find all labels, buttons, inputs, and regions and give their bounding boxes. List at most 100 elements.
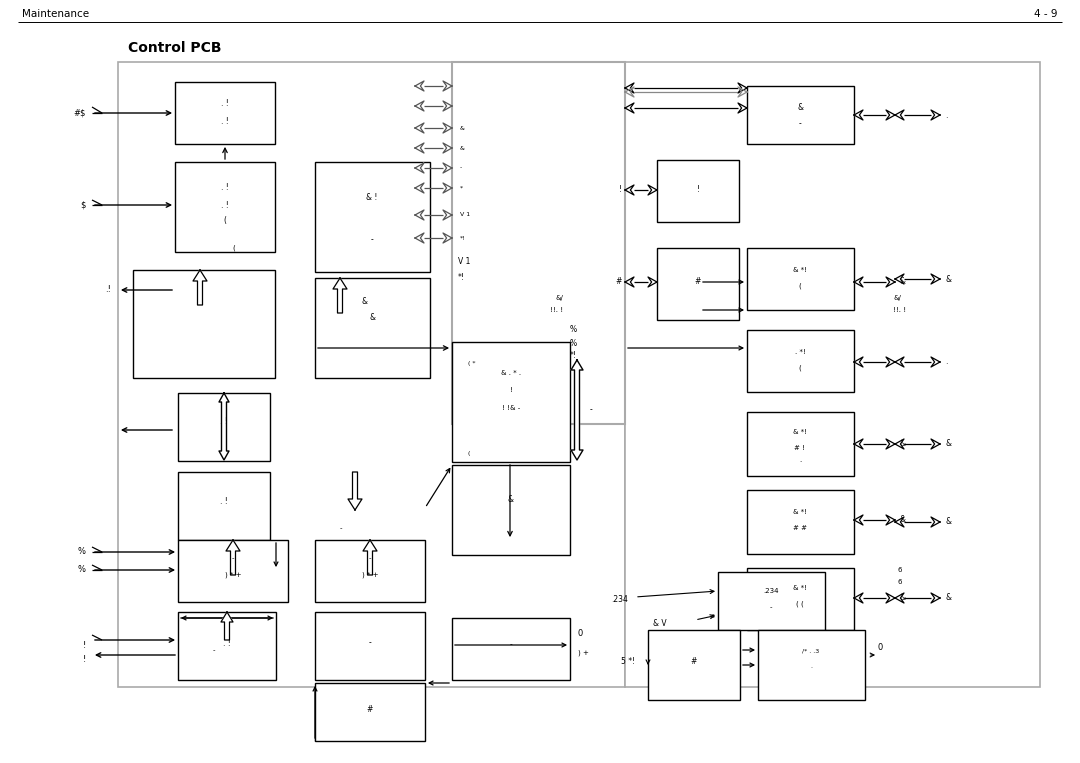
- Text: &: &: [900, 439, 906, 449]
- Polygon shape: [443, 81, 453, 91]
- Polygon shape: [363, 540, 377, 575]
- Text: %: %: [78, 548, 86, 556]
- Polygon shape: [931, 593, 940, 603]
- Bar: [315, 612, 426, 680]
- Bar: [118, 62, 625, 687]
- Text: .234: .234: [764, 588, 779, 594]
- Text: -: -: [340, 525, 342, 531]
- Polygon shape: [648, 277, 657, 287]
- Bar: [657, 160, 739, 222]
- Polygon shape: [738, 103, 747, 113]
- Bar: [315, 540, 426, 602]
- Bar: [178, 472, 270, 540]
- Text: !: !: [83, 655, 86, 665]
- Text: #: #: [367, 706, 374, 714]
- Text: & *!: & *!: [793, 509, 807, 515]
- Text: 0: 0: [878, 643, 883, 652]
- Bar: [453, 342, 570, 462]
- Text: . *!: . *!: [795, 349, 806, 355]
- Text: . !: . !: [220, 497, 228, 507]
- Polygon shape: [443, 183, 453, 193]
- Polygon shape: [886, 357, 895, 367]
- Text: -: -: [460, 166, 462, 170]
- Polygon shape: [415, 101, 424, 111]
- Text: #: #: [694, 278, 701, 286]
- Bar: [747, 412, 854, 476]
- Polygon shape: [443, 233, 453, 243]
- Text: . !: . !: [221, 183, 229, 192]
- Polygon shape: [854, 357, 863, 367]
- Polygon shape: [415, 123, 424, 133]
- Bar: [453, 618, 570, 680]
- Text: ( (: ( (: [796, 600, 804, 607]
- Polygon shape: [625, 83, 634, 93]
- Text: &: &: [797, 102, 804, 111]
- Polygon shape: [895, 274, 904, 284]
- Text: & !: & !: [366, 192, 378, 201]
- Text: ) * +: ) * +: [225, 571, 241, 578]
- Text: & *!: & *!: [793, 429, 807, 435]
- Text: &: &: [900, 516, 906, 524]
- Text: -: -: [798, 120, 801, 128]
- Polygon shape: [886, 593, 895, 603]
- Text: &/: &/: [555, 295, 563, 301]
- Text: &: &: [508, 495, 514, 504]
- Bar: [747, 568, 854, 630]
- Polygon shape: [415, 163, 424, 173]
- Bar: [315, 162, 430, 272]
- Bar: [453, 465, 570, 555]
- Polygon shape: [738, 87, 747, 97]
- Text: .: .: [799, 457, 801, 463]
- Text: (: (: [798, 365, 801, 372]
- Polygon shape: [443, 143, 453, 153]
- Text: *!: *!: [458, 273, 464, 282]
- Polygon shape: [571, 360, 583, 460]
- Text: ! !& -: ! !& -: [502, 405, 521, 411]
- Polygon shape: [886, 439, 895, 449]
- Text: !!. !: !!. !: [550, 307, 563, 313]
- Polygon shape: [895, 439, 904, 449]
- Text: #$: #$: [73, 108, 86, 118]
- Text: Maintenance: Maintenance: [22, 9, 90, 19]
- Polygon shape: [333, 278, 347, 313]
- Polygon shape: [193, 270, 207, 305]
- Polygon shape: [931, 110, 940, 120]
- Polygon shape: [443, 123, 453, 133]
- Polygon shape: [886, 515, 895, 525]
- Polygon shape: [931, 274, 940, 284]
- Bar: [133, 270, 275, 378]
- Polygon shape: [895, 357, 904, 367]
- Text: &: &: [945, 439, 951, 449]
- Text: ( *: ( *: [468, 362, 475, 366]
- Text: -: -: [368, 555, 372, 561]
- Text: (: (: [224, 215, 227, 224]
- Polygon shape: [886, 110, 895, 120]
- Bar: [178, 612, 276, 680]
- Text: . !: . !: [221, 201, 229, 210]
- Bar: [315, 683, 426, 741]
- Bar: [657, 248, 739, 320]
- Text: # #: # #: [793, 525, 807, 531]
- Text: .!: .!: [105, 285, 111, 295]
- Polygon shape: [625, 277, 634, 287]
- Text: ) * +: ) * +: [362, 571, 378, 578]
- Text: .234: .234: [611, 595, 627, 604]
- Bar: [758, 630, 865, 700]
- Text: & V: & V: [653, 620, 666, 629]
- Text: .: .: [900, 111, 903, 120]
- Text: &: &: [369, 314, 375, 323]
- Polygon shape: [226, 540, 240, 575]
- Bar: [175, 162, 275, 252]
- Text: !!. !: !!. !: [893, 307, 906, 313]
- Polygon shape: [886, 277, 895, 287]
- Polygon shape: [931, 439, 940, 449]
- Text: -: -: [232, 555, 234, 561]
- Text: . !: . !: [220, 417, 228, 427]
- Text: 4 - 9: 4 - 9: [1035, 9, 1058, 19]
- Polygon shape: [648, 185, 657, 195]
- Polygon shape: [854, 277, 863, 287]
- Text: & *!: & *!: [793, 267, 807, 273]
- Text: (: (: [468, 452, 471, 456]
- Text: !: !: [619, 185, 622, 195]
- Text: &: &: [900, 278, 906, 286]
